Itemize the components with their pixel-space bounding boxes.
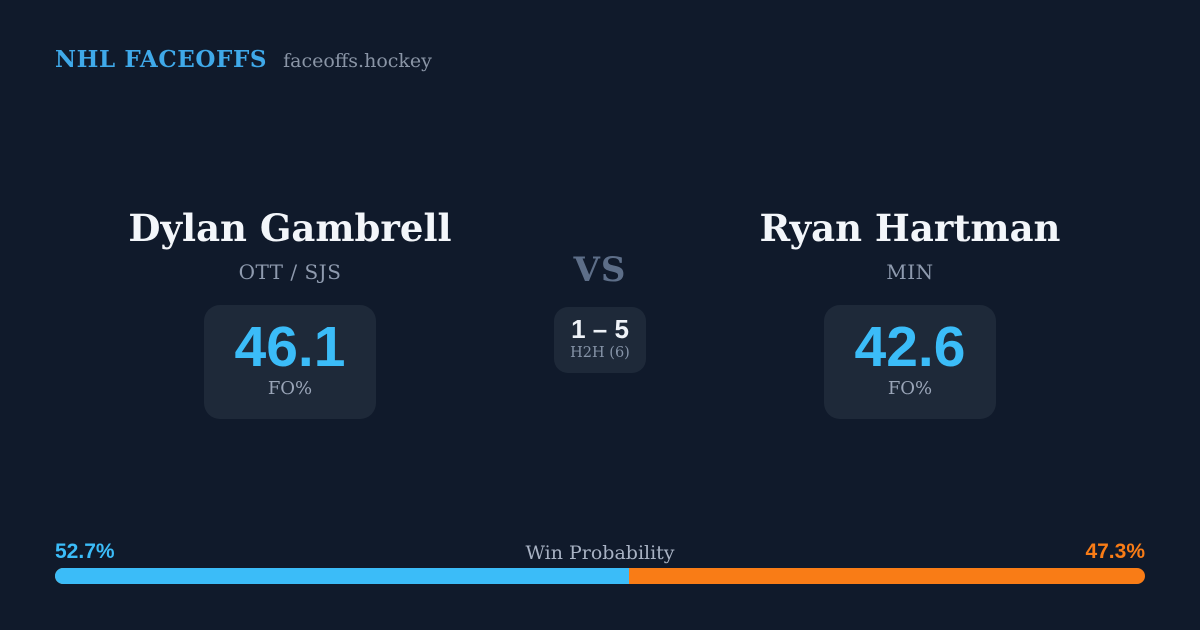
player-left-fo-card: 46.1 FO% (204, 305, 376, 419)
player-left-fo-value: 46.1 (234, 315, 346, 379)
winprob-right-percent: 47.3% (1085, 540, 1145, 563)
player-left-fo-label: FO% (267, 378, 313, 399)
player-right-name: Ryan Hartman (759, 206, 1061, 250)
player-right-fo-value: 42.6 (854, 315, 966, 379)
winprob-fill-left (55, 568, 630, 584)
player-left-column: Dylan Gambrell OTT / SJS 46.1 FO% (90, 206, 490, 419)
header: NHL FACEOFFS faceoffs.hockey (55, 46, 432, 73)
player-right-column: Ryan Hartman MIN 42.6 FO% (710, 206, 1110, 419)
h2h-label: H2H (6) (570, 345, 630, 361)
winprob-left-percent: 52.7% (55, 540, 115, 563)
player-left-team: OTT / SJS (238, 260, 342, 284)
versus-column: VS 1 – 5 H2H (6) (500, 252, 700, 373)
player-right-team: MIN (886, 260, 934, 284)
h2h-card: 1 – 5 H2H (6) (554, 307, 646, 373)
player-left-name: Dylan Gambrell (128, 206, 452, 250)
player-right-fo-label: FO% (887, 378, 933, 399)
vs-label: VS (573, 250, 627, 290)
player-right-fo-card: 42.6 FO% (824, 305, 996, 419)
winprob-bar (55, 568, 1145, 584)
h2h-score: 1 – 5 (571, 314, 629, 344)
site-url: faceoffs.hockey (283, 50, 432, 72)
brand-title: NHL FACEOFFS (55, 46, 268, 73)
winprob-title: Win Probability (525, 542, 675, 564)
